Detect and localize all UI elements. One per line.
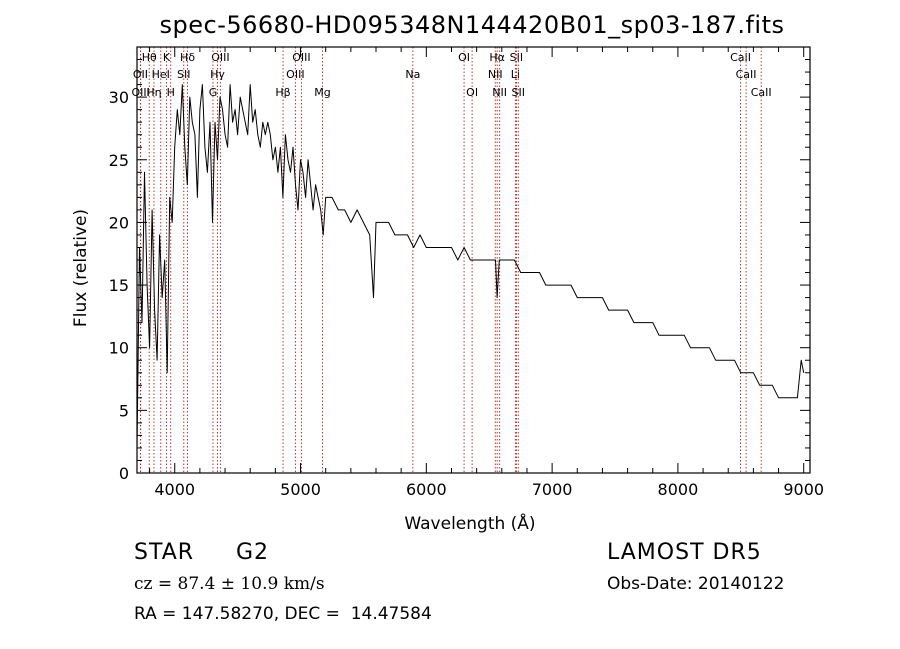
line-label-16: Li: [511, 68, 520, 81]
x-tick-label-0: 4000: [154, 480, 195, 499]
x-tick-label-5: 9000: [783, 480, 824, 499]
y-axis: 0 5 10 15 20 25 30: [109, 59, 810, 483]
line-label-5: OI: [458, 51, 470, 64]
line-label-21: G: [209, 86, 218, 99]
line-label-13: OIII: [286, 68, 304, 81]
line-label-24: OI: [466, 86, 478, 99]
line-label-1: K: [163, 51, 171, 64]
line-label-17: CaII: [736, 68, 757, 81]
line-label-20: H: [167, 86, 175, 99]
x-axis: 4000 5000 6000 7000 8000 9000: [149, 47, 824, 499]
line-label-23: Mg: [314, 86, 330, 99]
y-tick-label-3: 15: [109, 276, 129, 295]
y-tick-label-0: 0: [119, 464, 129, 483]
line-label-15: NII: [488, 68, 503, 81]
spectrum-line-0: [136, 84, 805, 448]
line-label-8: CaII: [730, 51, 751, 64]
line-label-14: Na: [405, 68, 420, 81]
line-label-10: HeI: [152, 68, 170, 81]
y-tick-label-5: 25: [109, 151, 129, 170]
obs-date: Obs-Date: 20140122: [607, 574, 785, 594]
y-tick-label-1: 5: [119, 401, 129, 420]
line-label-19: Hη: [146, 86, 161, 99]
line-label-12: Hγ: [210, 68, 225, 81]
y-tick-label-6: 30: [109, 88, 129, 107]
line-label-22: Hβ: [275, 86, 290, 99]
line-label-27: CaII: [751, 86, 772, 99]
redshift-value: cz = 87.4 ± 10.9 km/s: [134, 574, 325, 594]
x-tick-label-2: 6000: [406, 480, 447, 499]
line-label-0: Hθ: [142, 51, 157, 64]
x-tick-label-1: 5000: [280, 480, 321, 499]
line-label-4: OIII: [292, 51, 310, 64]
line-label-6: Hα: [489, 51, 505, 64]
spectrum-series: [136, 84, 805, 448]
coordinates: RA = 147.58270, DEC = 14.47584: [134, 604, 432, 624]
chart-title: spec-56680-HD095348N144420B01_sp03-187.f…: [160, 11, 785, 39]
line-label-26: SII: [512, 86, 525, 99]
x-tick-label-4: 8000: [658, 480, 699, 499]
line-label-11: SII: [177, 68, 190, 81]
line-label-2: Hδ: [180, 51, 195, 64]
y-axis-label: Flux (relative): [71, 209, 91, 327]
line-label-18: OIII: [131, 86, 149, 99]
line-label-3: OIII: [211, 51, 229, 64]
y-tick-label-4: 20: [109, 213, 129, 232]
survey-name: LAMOST DR5: [607, 540, 762, 565]
y-tick-label-2: 10: [109, 339, 129, 358]
object-subclass: G2: [236, 540, 270, 565]
x-tick-label-3: 7000: [532, 480, 573, 499]
line-label-25: NII: [492, 86, 507, 99]
object-class: STAR: [134, 540, 195, 565]
x-axis-label: Wavelength (Å): [404, 512, 535, 534]
line-label-7: SII: [510, 51, 523, 64]
